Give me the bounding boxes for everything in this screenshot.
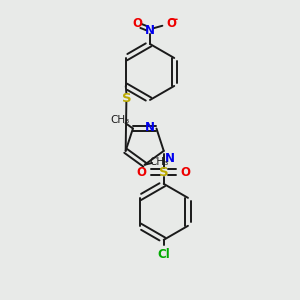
Text: −: −: [169, 14, 179, 26]
Text: O: O: [167, 17, 176, 30]
Text: O: O: [133, 17, 142, 30]
Text: CH₃: CH₃: [150, 157, 169, 167]
Text: N: N: [145, 24, 155, 37]
Text: S: S: [159, 166, 169, 178]
Text: N: N: [165, 152, 175, 165]
Text: O: O: [181, 166, 191, 178]
Text: O: O: [137, 166, 147, 178]
Text: S: S: [122, 92, 131, 105]
Text: CH₃: CH₃: [110, 115, 129, 125]
Text: N: N: [145, 121, 155, 134]
Text: Cl: Cl: [158, 248, 170, 261]
